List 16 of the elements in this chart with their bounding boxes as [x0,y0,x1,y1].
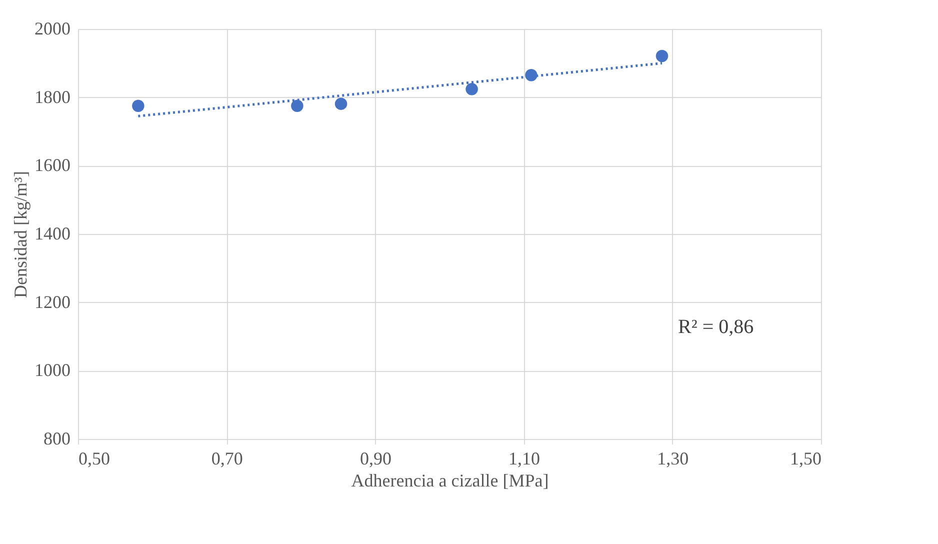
y-axis-title: Densidad [kg/m³] [10,171,30,298]
y-tick-label: 1800 [34,86,70,107]
x-tick-label: 0,70 [211,448,243,468]
y-tick-label: 1600 [34,155,70,176]
y-tick-label: 1000 [34,360,70,380]
y-tick-label: 2000 [34,18,70,38]
x-tick-label: 1,30 [657,448,689,468]
y-tick-label: 1400 [34,224,70,244]
x-axis-title: Adherencia a cizalle [MPa] [351,470,549,490]
x-tick-label: 1,10 [508,448,540,468]
x-tick-label: 0,50 [78,448,110,468]
annotation: R² = 0,86 [678,316,754,338]
y-tick-label: 800 [44,428,70,448]
x-tick-label: 1,50 [790,448,822,468]
x-tick-label: 0,90 [360,448,392,468]
y-tick-label: 1200 [34,292,70,312]
